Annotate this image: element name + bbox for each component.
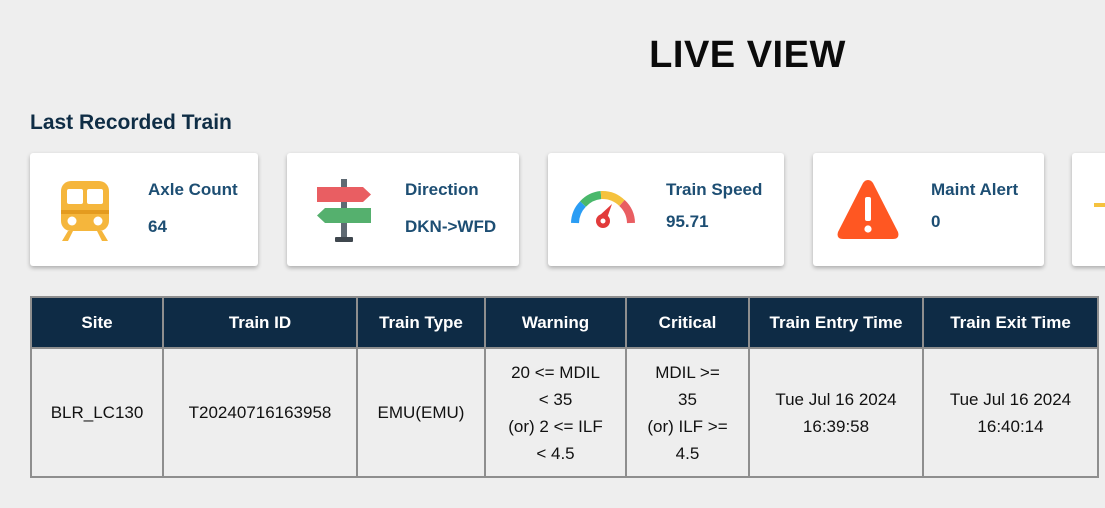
- direction-value: DKN->WFD: [405, 217, 497, 236]
- train-speed-label: Train Speed: [666, 180, 763, 199]
- entry-date: Tue Jul 16 2024: [775, 389, 897, 409]
- exit-date: Tue Jul 16 2024: [949, 389, 1072, 409]
- cell-train-type: EMU(EMU): [356, 347, 486, 478]
- train-records-table: Site Train ID Train Type Warning Critica…: [30, 296, 1099, 478]
- critical-line-4: 4.5: [675, 443, 700, 463]
- cell-warning: 20 <= MDIL < 35 (or) 2 <= ILF < 4.5: [484, 347, 627, 478]
- critical-line-2: 35: [678, 389, 697, 409]
- train-speed-value: 95.71: [666, 212, 709, 231]
- header-train-exit-time: Train Exit Time: [922, 296, 1099, 349]
- speedometer-icon: [571, 190, 635, 228]
- signpost-icon: [317, 179, 371, 242]
- warning-line-3: (or) 2 <= ILF: [508, 416, 603, 436]
- partial-card-icon: [1094, 203, 1105, 207]
- partial-card: [1072, 153, 1105, 266]
- axle-count-card: Axle Count 64: [30, 153, 258, 266]
- maint-alert-card: Maint Alert 0: [813, 153, 1044, 266]
- critical-line-3: (or) ILF >=: [647, 416, 728, 436]
- direction-label: Direction: [405, 180, 479, 199]
- header-train-entry-time: Train Entry Time: [748, 296, 924, 349]
- maint-alert-value: 0: [931, 212, 941, 231]
- header-critical: Critical: [625, 296, 750, 349]
- maint-alert-label: Maint Alert: [931, 180, 1019, 199]
- warning-icon: [837, 180, 899, 239]
- header-train-type: Train Type: [356, 296, 486, 349]
- axle-count-value: 64: [148, 217, 167, 236]
- train-icon: [61, 181, 109, 241]
- warning-line-4: < 4.5: [536, 443, 575, 463]
- warning-line-2: < 35: [538, 389, 573, 409]
- cell-train-entry-time: Tue Jul 16 2024 16:39:58: [748, 347, 924, 478]
- section-title: Last Recorded Train: [30, 111, 232, 134]
- warning-line-1: 20 <= MDIL: [511, 362, 600, 382]
- entry-time: 16:39:58: [802, 416, 870, 436]
- critical-line-1: MDIL >=: [655, 362, 720, 382]
- train-speed-card: Train Speed 95.71: [548, 153, 784, 266]
- page-title: LIVE VIEW: [649, 34, 846, 76]
- header-warning: Warning: [484, 296, 627, 349]
- table-header-row: Site Train ID Train Type Warning Critica…: [30, 296, 1099, 349]
- axle-count-label: Axle Count: [148, 180, 238, 199]
- exit-time: 16:40:14: [977, 416, 1044, 436]
- cell-train-id: T20240716163958: [162, 347, 358, 478]
- cell-critical: MDIL >= 35 (or) ILF >= 4.5: [625, 347, 750, 478]
- header-site: Site: [30, 296, 164, 349]
- direction-card: Direction DKN->WFD: [287, 153, 519, 266]
- header-train-id: Train ID: [162, 296, 358, 349]
- cell-train-exit-time: Tue Jul 16 2024 16:40:14: [922, 347, 1099, 478]
- cell-site: BLR_LC130: [30, 347, 164, 478]
- summary-cards: Axle Count 64 Direction DKN->WFD: [30, 153, 1105, 266]
- table-row: BLR_LC130 T20240716163958 EMU(EMU) 20 <=…: [30, 347, 1099, 478]
